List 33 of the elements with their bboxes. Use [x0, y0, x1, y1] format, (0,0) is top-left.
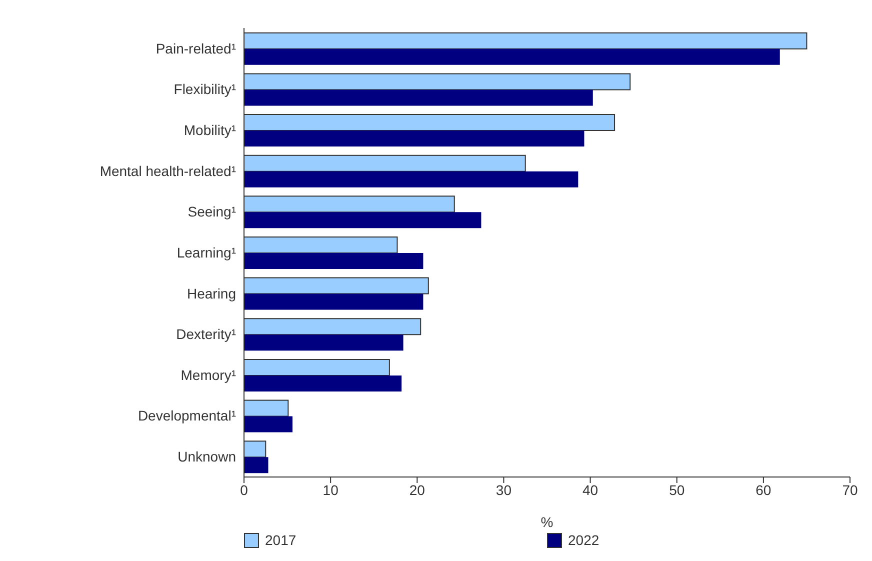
y-tick-label: Dexterity¹ [176, 326, 236, 342]
bar [244, 212, 482, 228]
bar [244, 457, 268, 474]
x-tick-label: 50 [669, 482, 685, 498]
y-tick-label: Flexibility¹ [174, 81, 236, 98]
y-tick-label: Mental health-related¹ [100, 162, 236, 179]
x-tick-label: 0 [240, 482, 248, 498]
y-tick-label: Mobility¹ [184, 122, 236, 138]
x-tick-label: 10 [322, 482, 339, 498]
bar [244, 416, 292, 432]
x-tick-label: 30 [496, 482, 512, 498]
y-tick-label: Pain-related¹ [156, 40, 236, 56]
legend-label: 2022 [568, 532, 600, 548]
bar [244, 90, 593, 106]
x-tick-label: 60 [756, 482, 772, 498]
y-tick-label: Unknown [178, 448, 236, 465]
y-tick-label: Hearing [186, 285, 236, 302]
bar [244, 252, 424, 269]
bar [244, 334, 404, 351]
bar [244, 130, 584, 147]
y-tick-label: Learning¹ [176, 244, 236, 260]
y-tick-label: Seeing¹ [188, 204, 236, 220]
x-tick-label: 40 [582, 482, 598, 498]
y-tick-label: Developmental¹ [138, 408, 236, 424]
y-tick-label: Memory¹ [180, 366, 236, 383]
x-tick-label: 20 [409, 482, 426, 498]
x-tick-label: 70 [842, 482, 858, 498]
x-axis-title: % [540, 514, 554, 530]
bar [244, 294, 424, 310]
bar [244, 171, 578, 188]
legend-label: 2017 [265, 532, 296, 548]
bar [244, 48, 780, 65]
bar [244, 375, 402, 392]
